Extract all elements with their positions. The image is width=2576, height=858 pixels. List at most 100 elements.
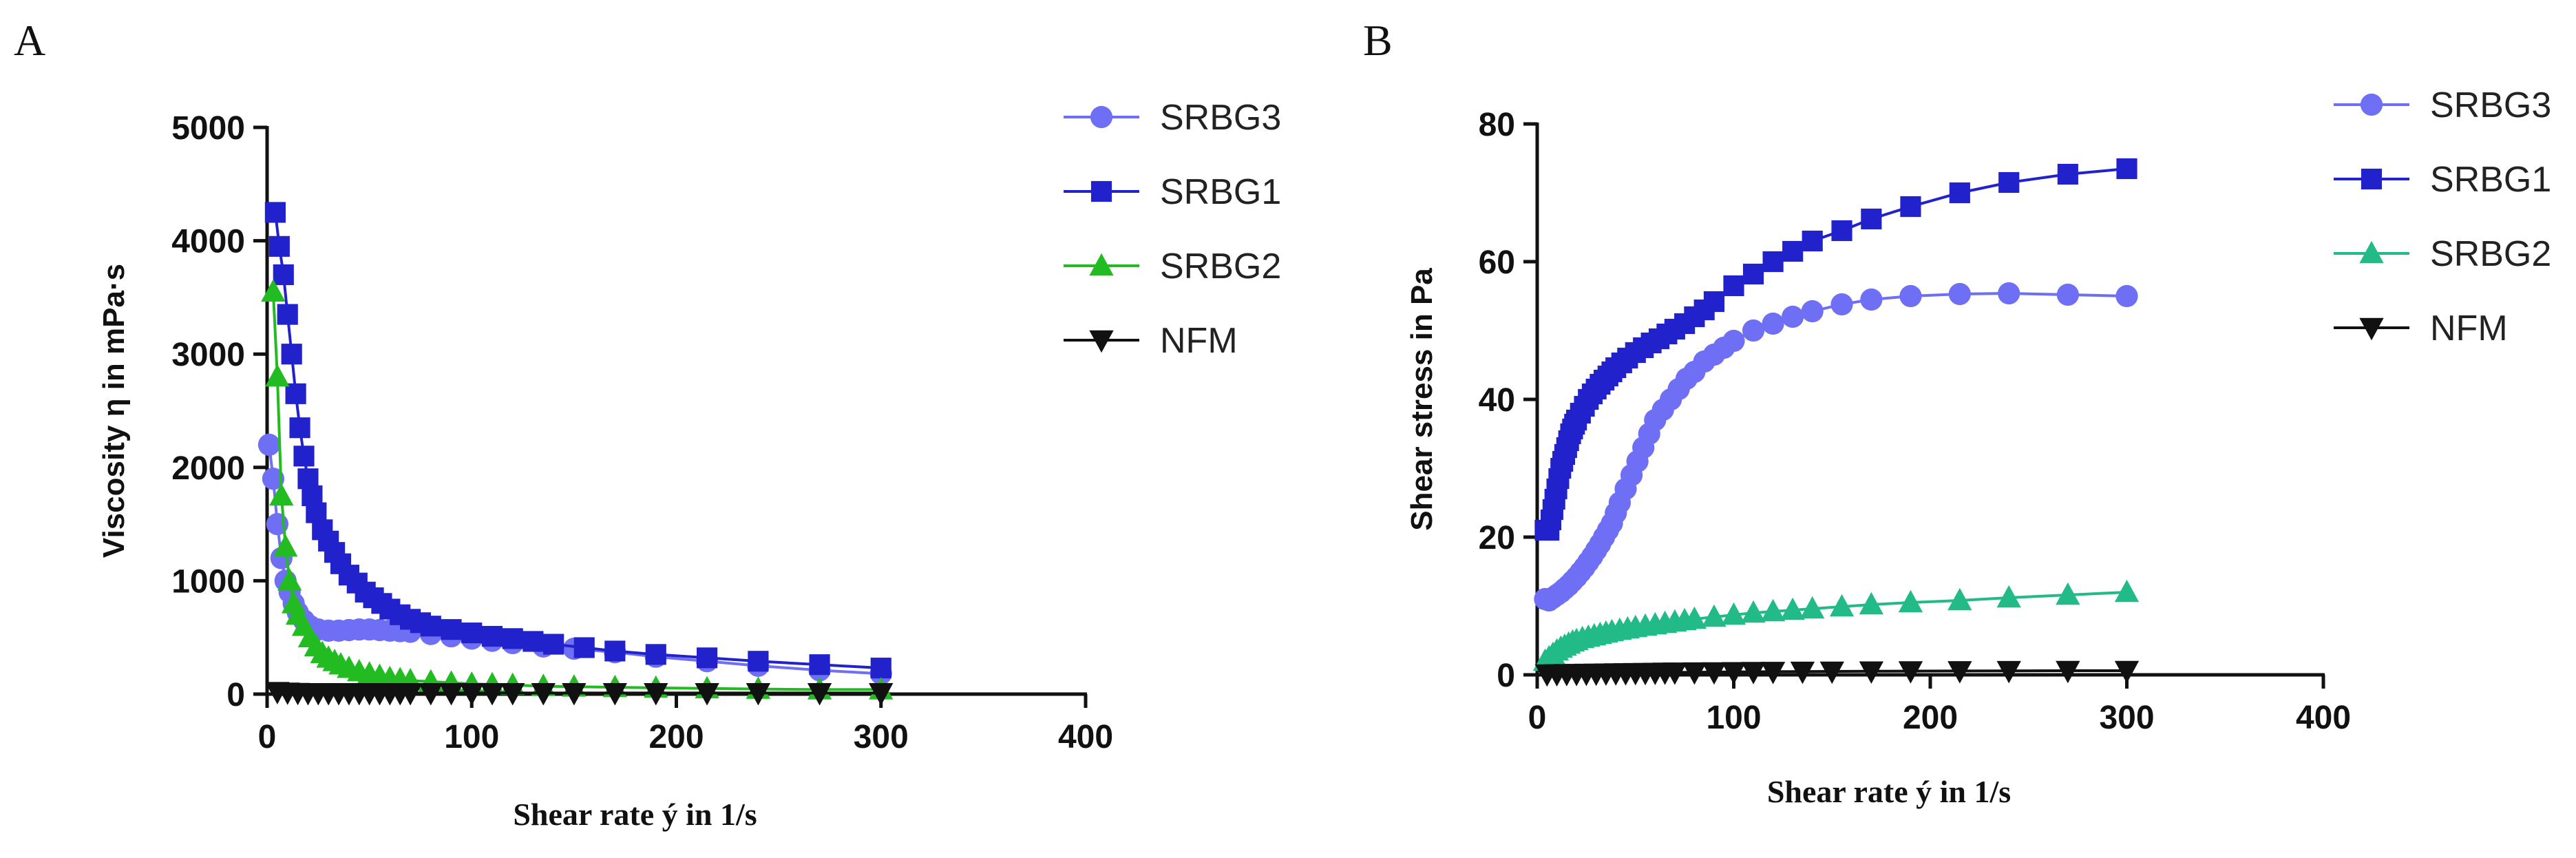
data-point — [531, 683, 556, 706]
data-point — [1722, 329, 1745, 353]
data-point — [807, 683, 832, 706]
data-point — [573, 637, 595, 658]
legend-label: NFM — [1160, 321, 1238, 361]
data-point — [1682, 606, 1707, 629]
series-srbg2 — [1532, 579, 2140, 671]
data-point — [1760, 662, 1786, 684]
data-point — [562, 683, 587, 706]
data-point — [746, 683, 771, 706]
y-axis-title: Shear stress in Pa — [1405, 268, 1439, 531]
legend-item-srbg2: SRBG2 — [2334, 234, 2551, 274]
data-point — [265, 364, 290, 387]
series-srbg1 — [264, 202, 891, 679]
data-point — [1860, 288, 1883, 311]
y-tick-label: 0 — [226, 677, 245, 713]
series-srbg1 — [1534, 158, 2137, 541]
legend-item-nfm: NFM — [1064, 321, 1238, 361]
data-point — [277, 304, 298, 325]
data-point — [1780, 597, 1805, 620]
x-axis-title: Shear rate ý in 1/s — [1767, 774, 2011, 809]
panel-label-b: B — [1363, 16, 1393, 65]
data-point — [1782, 240, 1804, 262]
y-tick-label: 4000 — [171, 224, 245, 260]
legend-marker — [2361, 168, 2383, 190]
data-point — [1762, 251, 1784, 273]
data-point — [480, 683, 505, 706]
data-point — [1900, 196, 1921, 218]
data-point — [1702, 662, 1727, 685]
data-point — [1829, 594, 1855, 617]
data-point — [441, 619, 462, 640]
data-point — [870, 658, 891, 679]
data-point — [1802, 230, 1823, 252]
data-point — [1949, 182, 1970, 204]
data-point — [1800, 596, 1825, 619]
y-tick-label: 1000 — [171, 563, 245, 600]
legend-label: SRBG2 — [2430, 234, 2551, 274]
data-point — [1899, 284, 1922, 308]
data-point — [1998, 282, 2020, 305]
x-tick-label: 400 — [1058, 719, 1113, 755]
legend-label: SRBG3 — [2430, 85, 2551, 125]
data-point — [269, 483, 294, 506]
legend-marker — [1090, 105, 1113, 129]
x-tick-label: 0 — [258, 719, 277, 755]
data-point — [869, 683, 894, 706]
legend-label: SRBG1 — [1160, 172, 1281, 212]
data-point — [604, 640, 626, 662]
legend-label: NFM — [2430, 308, 2508, 348]
legend-label: SRBG1 — [2430, 160, 2551, 200]
data-point — [748, 651, 769, 672]
data-point — [2056, 582, 2080, 605]
legend-marker — [2359, 317, 2384, 341]
y-tick-label: 3000 — [171, 337, 245, 373]
data-point — [2114, 660, 2140, 684]
data-point — [2116, 158, 2137, 180]
chart-b: 0 100 200 300 400 0 20 40 60 80 Shear rate ý in 1/… — [1405, 85, 2551, 809]
y-tick-label: 80 — [1479, 107, 1515, 143]
data-point — [1998, 171, 2020, 193]
x-tick-label: 300 — [854, 719, 909, 755]
data-point — [543, 634, 564, 655]
data-point — [1703, 291, 1725, 313]
data-point — [1898, 589, 1923, 613]
series-nfm — [265, 682, 894, 706]
x-tick-label: 0 — [1528, 700, 1547, 736]
y-tick-label: 5000 — [171, 110, 245, 147]
data-point — [2057, 163, 2078, 185]
series-nfm — [1534, 660, 2140, 687]
data-point — [273, 264, 294, 286]
x-tick-label: 200 — [1903, 700, 1958, 736]
legend-item-srbg3: SRBG3 — [1064, 98, 1281, 138]
data-point — [257, 433, 281, 456]
data-point — [809, 654, 830, 676]
data-point — [2114, 579, 2140, 603]
data-point — [1790, 661, 1815, 684]
data-point — [1947, 661, 1972, 684]
data-point — [697, 647, 718, 669]
data-point — [1742, 263, 1764, 285]
data-point — [439, 683, 464, 706]
data-point — [1760, 598, 1786, 622]
data-point — [1801, 300, 1824, 323]
data-point — [289, 417, 310, 439]
data-point — [481, 625, 503, 647]
data-point — [420, 616, 441, 637]
data-point — [1721, 602, 1746, 625]
data-point — [1859, 661, 1884, 684]
legend-item-srbg1: SRBG1 — [1064, 172, 1281, 212]
data-point — [419, 683, 443, 706]
data-point — [1819, 661, 1844, 684]
data-point — [2056, 660, 2080, 684]
data-point — [1702, 604, 1727, 627]
data-point — [1948, 282, 1971, 306]
x-tick-label: 200 — [648, 719, 704, 755]
data-point — [1742, 319, 1765, 342]
data-point — [1762, 312, 1784, 335]
data-point — [277, 568, 302, 591]
data-point — [2115, 284, 2138, 308]
data-point — [1741, 600, 1766, 623]
x-tick-label: 400 — [2296, 700, 2351, 736]
data-point — [502, 628, 523, 649]
data-point — [644, 683, 668, 706]
